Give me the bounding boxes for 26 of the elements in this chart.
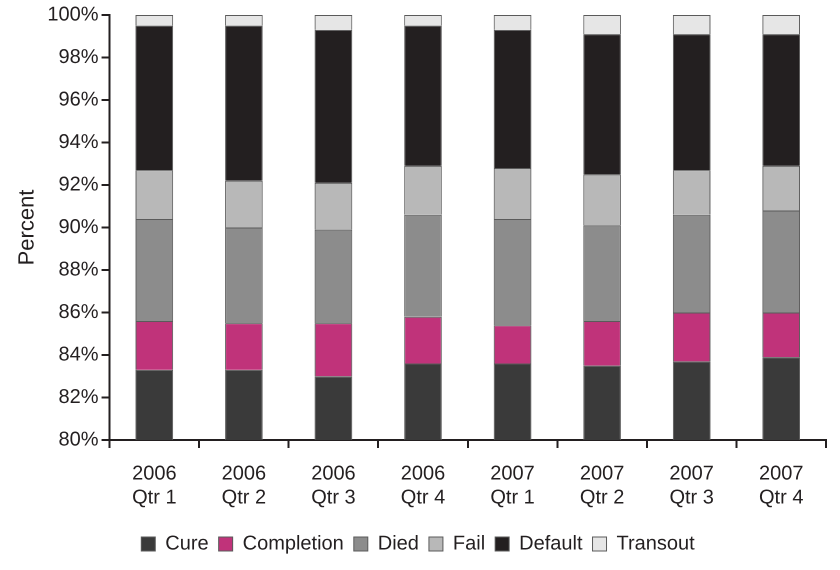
y-axis-title: Percent (13, 190, 38, 266)
x-tick-label: 2007 Qtr 2 (580, 462, 624, 509)
legend-label: Fail (452, 532, 486, 555)
x-tick-label: 2006 Qtr 3 (311, 462, 356, 509)
x-tick-label: 2007 Qtr 3 (669, 462, 714, 509)
y-tick-label: 84% (58, 344, 99, 366)
y-tick-label: 94% (58, 131, 99, 154)
y-tick-label: 90% (58, 216, 99, 238)
y-tick-label: 86% (58, 301, 99, 324)
legend-label: Died (378, 532, 419, 555)
x-tick-label: 2006 Qtr 1 (132, 462, 177, 509)
y-tick-label: 96% (58, 88, 99, 111)
legend-label: Completion (242, 532, 344, 555)
legend-label: Default (519, 532, 583, 555)
x-tick-label: 2007 Qtr 4 (758, 462, 804, 509)
legend-label: Transout (616, 532, 696, 555)
y-tick-label: 100% (47, 4, 99, 26)
x-tick-label: 2006 Qtr 4 (400, 462, 446, 509)
y-tick-label: 98% (58, 46, 99, 68)
y-tick-label: 92% (58, 174, 99, 196)
x-tick-label: 2007 Qtr 1 (490, 462, 535, 509)
y-tick-label: 88% (58, 258, 99, 281)
y-tick-label: 82% (58, 386, 99, 408)
legend-label: Cure (165, 532, 209, 555)
x-tick-label: 2006 Qtr 2 (222, 462, 266, 509)
y-tick-label: 80% (58, 428, 99, 451)
